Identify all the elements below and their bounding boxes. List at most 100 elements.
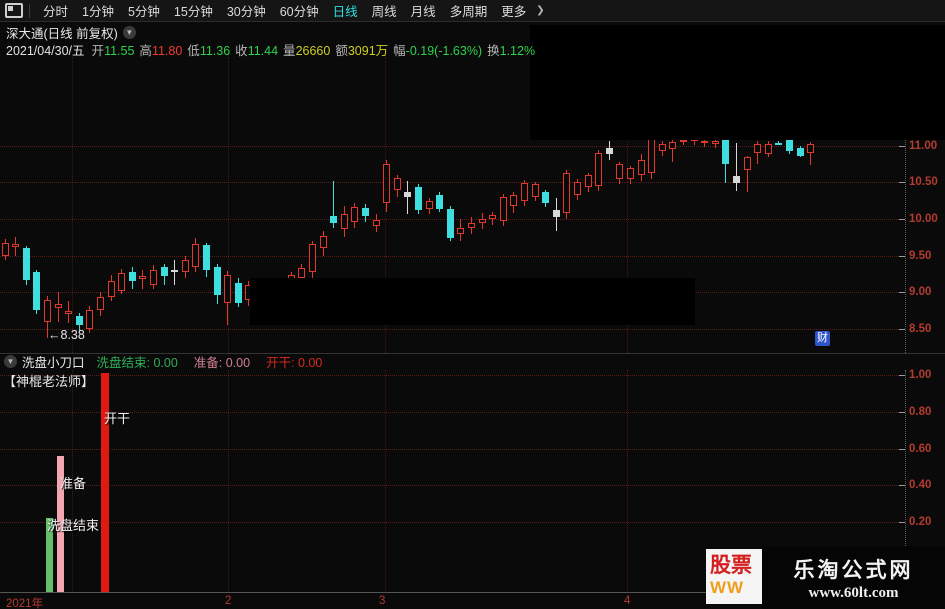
toolbar-item-11[interactable]: 更多 [501,5,527,19]
price-tick-label: 9.50 [909,249,932,262]
panel-divider [0,353,945,354]
candle-body [658,144,666,152]
candle-body [637,160,645,175]
price-gridline [0,145,905,147]
news-marker[interactable]: 财 [815,331,830,346]
signal-bar [101,373,109,592]
candle-body [679,139,687,142]
candle-body [414,187,422,211]
time-axis [0,592,945,609]
candle-body [754,144,762,153]
month-gridline [228,57,229,353]
candle-body [616,163,624,179]
candle-body [224,274,232,303]
candle-body [192,243,200,268]
candle-body [552,210,560,218]
toolbar-item-2[interactable]: 1分钟 [82,5,114,19]
quote-field-label: 低 [187,44,200,58]
toolbar-item-4[interactable]: 15分钟 [173,5,213,19]
signal-bar-label: 开干 [104,411,131,426]
toolbar-item-7[interactable]: 日线 [332,5,358,19]
watermark-logo-text: 股票 [710,554,752,577]
candle-body [75,315,83,326]
axis-tick [899,411,905,413]
candle-body [213,267,221,296]
indicator-gridline [0,448,905,450]
quote-field: 收11.44 [235,40,278,59]
candle-body [107,280,115,297]
candle-body [1,243,9,256]
candle-body [86,309,94,329]
toolbar-item-10[interactable]: 多周期 [449,5,488,19]
quote-fields: 开11.55 高11.80 低11.36 收11.44 量26660 额3091万 幅-0.… [92,40,541,59]
candle-wick [810,141,812,166]
watermark-site-name: 乐淘公式网 [793,558,914,582]
candle-wick [333,180,335,228]
candle-body [446,208,454,238]
price-gridline [0,329,905,330]
period-toolbar: 分时 1分钟 5分钟 15分钟 30分钟 60分钟 日线 周线 月线 多周期 更多 ❯ [0,0,945,22]
signal-bar [46,518,53,592]
candle-body [584,174,592,188]
quote-field-label: 收 [235,44,248,58]
candle-body [520,182,528,201]
candle-body [732,175,740,183]
candle-body [351,207,359,222]
watermark-site-url: www.60lt.com [808,584,899,601]
indicator-gridline [0,375,905,376]
quote-field-value: 26660 [295,44,331,58]
quote-field: 换1.12% [487,40,535,59]
indicator-axis-line [905,370,906,592]
quote-info-row: 2021/04/30/五 开11.55 高11.80 低11.36 收11.44 量26… [6,40,540,59]
toolbar-item-1[interactable]: 分时 [43,5,69,19]
price-tick-label: 9.00 [909,286,932,299]
candle-body [701,141,709,144]
collapse-icon[interactable]: ▼ [4,354,17,368]
candle-body [711,141,719,145]
quote-field: 幅-0.19(-1.63%) [393,40,482,59]
month-gridline [72,57,73,353]
toolbar-item-9[interactable]: 月线 [410,5,436,19]
signal-bar-label: 洗盘结束 [47,518,100,533]
indicator-field: 准备: 0.00 [193,355,251,370]
candle-body [510,195,518,206]
month-gridline [228,370,229,592]
toolbar-item-5[interactable]: 30分钟 [226,5,266,19]
candle-body [383,163,391,204]
axis-tick [899,329,905,330]
price-gridline [0,255,905,257]
toolbar-item-8[interactable]: 周线 [371,5,397,19]
candle-body [489,215,497,219]
candle-body [478,218,486,224]
candle-body [319,235,327,249]
price-gridline [0,182,905,184]
candle-body [425,200,433,209]
toolbar-item-6[interactable]: 60分钟 [279,5,319,19]
candle-wick [746,155,748,193]
chevron-down-icon[interactable]: ▼ [122,26,136,39]
time-axis-label: 2021年 [6,598,44,609]
candle-body [160,267,168,277]
candle-body [340,214,348,230]
candle-body [118,273,126,291]
candle-body [764,144,772,155]
candle-body [605,148,613,155]
price-axis-line [905,140,906,353]
indicator-field: 开干: 0.00 [266,355,323,370]
quote-date: 2021/04/30/五 [6,44,85,58]
candle-body [43,299,51,322]
time-axis-label: 4 [624,595,631,607]
candle-wick [735,142,737,191]
window-icon[interactable] [5,3,23,18]
quote-field: 低11.36 [187,40,230,59]
candle-body [96,296,104,310]
toolbar-item-3[interactable]: 5分钟 [127,5,160,19]
month-gridline [385,57,386,353]
quote-field: 量26660 [283,40,330,59]
candle-body [308,243,316,272]
candle-body [393,177,401,190]
candle-body [499,196,507,222]
quote-field-value: 11.55 [104,44,135,58]
axis-tick [899,182,905,184]
